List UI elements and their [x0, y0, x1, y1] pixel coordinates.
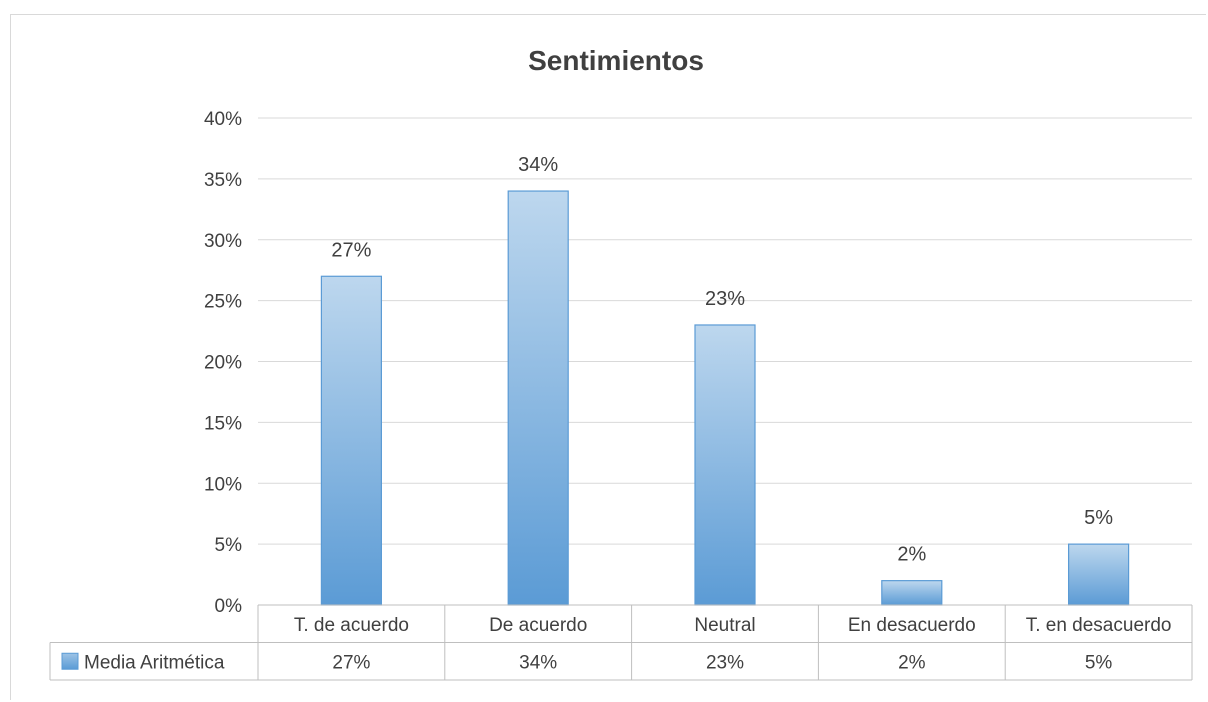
table-cell: 34%: [519, 652, 557, 673]
data-label: 2%: [897, 544, 926, 566]
bar: [881, 580, 943, 606]
bar: [694, 324, 756, 606]
category-label: T. en desacuerdo: [1026, 615, 1172, 636]
legend-swatch: [61, 652, 79, 670]
chart-frame: [10, 14, 1206, 700]
y-tick-label: 10%: [204, 474, 242, 495]
y-tick-label: 15%: [204, 413, 242, 434]
table-cell: 2%: [898, 652, 926, 673]
chart-title: Sentimientos: [528, 45, 704, 76]
bar: [507, 190, 569, 606]
data-label: 5%: [1084, 507, 1113, 529]
category-label: T. de acuerdo: [294, 615, 409, 636]
y-tick-label: 25%: [204, 292, 242, 313]
y-tick-label: 5%: [215, 535, 243, 556]
y-tick-label: 35%: [204, 170, 242, 191]
bar: [320, 275, 382, 606]
legend-series-name: Media Aritmética: [84, 652, 225, 673]
category-label: En desacuerdo: [848, 615, 976, 636]
category-label: De acuerdo: [489, 615, 587, 636]
bar: [1067, 543, 1130, 606]
data-label: 27%: [331, 239, 371, 261]
table-cell: 5%: [1085, 652, 1113, 673]
y-tick-label: 40%: [204, 109, 242, 130]
category-label: Neutral: [694, 615, 755, 636]
y-tick-label: 0%: [215, 596, 243, 617]
y-tick-label: 20%: [204, 353, 242, 374]
data-label: 23%: [705, 288, 745, 310]
table-cell: 27%: [332, 652, 370, 673]
table-cell: 23%: [706, 652, 744, 673]
data-label: 34%: [518, 154, 558, 176]
y-tick-label: 30%: [204, 231, 242, 252]
